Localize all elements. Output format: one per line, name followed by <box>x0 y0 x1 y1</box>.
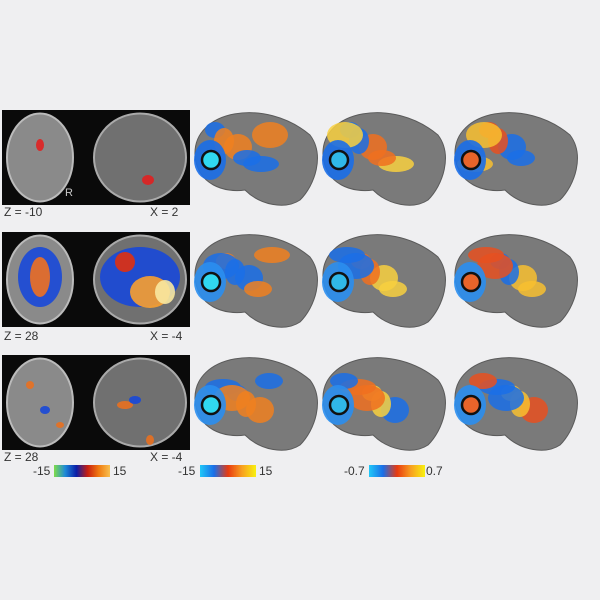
activation-blob <box>488 385 524 411</box>
activation-blob <box>36 139 44 151</box>
activation-blob <box>129 396 141 404</box>
slice-panel-row2 <box>2 232 190 327</box>
activation-blob <box>368 150 396 166</box>
brain-surface-row2-col2 <box>322 234 446 328</box>
activation-blob <box>233 150 261 166</box>
brain-surface-row1-col1 <box>194 112 318 206</box>
row2-x-label: X = -4 <box>150 329 183 343</box>
activation-blob <box>115 252 135 272</box>
activation-blob <box>26 381 34 389</box>
colorbar3 <box>369 465 425 477</box>
activation-blob <box>255 373 283 389</box>
colorbar1 <box>54 465 110 477</box>
brain-surface-row1-col3 <box>454 112 578 206</box>
activation-blob <box>469 373 497 389</box>
colorbar1-max: 15 <box>113 464 127 478</box>
sagittal-slice <box>93 357 187 448</box>
activation-blob <box>507 150 535 166</box>
colorbar2-max: 15 <box>259 464 273 478</box>
right-hemisphere-marker: R <box>65 187 73 199</box>
activation-blob <box>254 247 290 263</box>
colorbar3-max: 0.7 <box>426 464 443 478</box>
row1-z-label: Z = -10 <box>4 205 43 219</box>
roi-circle <box>460 271 482 293</box>
brain-surface-row3-col3 <box>454 357 578 451</box>
roi-circle <box>328 394 350 416</box>
brain-surface-row3-col1 <box>194 357 318 451</box>
slice-panel-row1 <box>2 110 190 205</box>
activation-blob <box>330 373 358 389</box>
activation-blob <box>155 280 175 304</box>
activation-blob <box>146 435 154 445</box>
activation-blob <box>244 281 272 297</box>
activation-blob <box>142 175 154 185</box>
colorbar1-min: -15 <box>33 464 51 478</box>
brain-surface-row3-col2 <box>322 357 446 451</box>
axial-slice <box>6 357 74 448</box>
slice-panel-row3 <box>2 355 190 450</box>
sagittal-slice <box>93 112 187 203</box>
activation-blob <box>56 422 64 428</box>
colorbar3-min: -0.7 <box>344 464 365 478</box>
activation-blob <box>349 385 385 411</box>
colorbar2-min: -15 <box>178 464 196 478</box>
roi-circle <box>200 149 222 171</box>
row2-z-label: Z = 28 <box>4 329 39 343</box>
roi-circle <box>200 271 222 293</box>
activation-blob <box>117 401 133 409</box>
roi-circle <box>200 394 222 416</box>
activation-blob <box>518 281 546 297</box>
row3-x-label: X = -4 <box>150 450 183 464</box>
activation-blob <box>252 122 288 148</box>
axial-slice <box>6 112 74 203</box>
roi-circle <box>328 149 350 171</box>
activation-blob <box>379 281 407 297</box>
row1-x-label: X = 2 <box>150 205 179 219</box>
activation-blob <box>477 253 513 279</box>
row3-z-label: Z = 28 <box>4 450 39 464</box>
brain-surface-row2-col3 <box>454 234 578 328</box>
roi-circle <box>460 149 482 171</box>
roi-circle <box>460 394 482 416</box>
activation-blob <box>40 406 50 414</box>
colorbar2 <box>200 465 256 477</box>
activation-blob <box>30 257 50 297</box>
brain-surface-row2-col1 <box>194 234 318 328</box>
roi-circle <box>328 271 350 293</box>
brain-surface-row1-col2 <box>322 112 446 206</box>
